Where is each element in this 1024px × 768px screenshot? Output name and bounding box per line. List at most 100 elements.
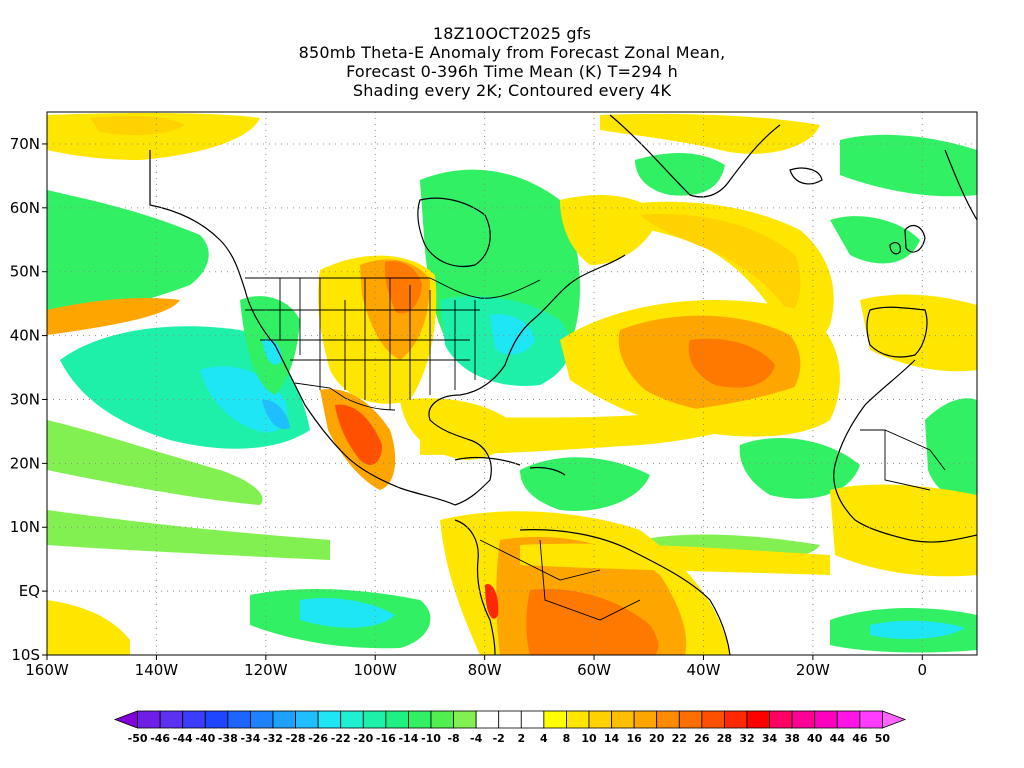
- colorbar-swatch: [385, 710, 409, 729]
- colorbar-swatch: [408, 710, 432, 729]
- colorbar-label: 2: [517, 732, 525, 745]
- us-state-lines: [245, 278, 480, 410]
- africa-borders: [860, 429, 946, 491]
- colorbar-swatch: [182, 710, 206, 729]
- colorbar-swatch: [859, 710, 883, 729]
- coast-british-isles: [889, 224, 926, 255]
- colorbar-swatch: [836, 710, 861, 729]
- title-line-4: Shading every 2K; Contoured every 4K: [352, 81, 672, 100]
- colorbar-label: -22: [331, 732, 351, 745]
- colorbar-label: 14: [604, 732, 620, 745]
- colorbar-label: 40: [807, 732, 823, 745]
- title-line-1: 18Z10OCT2025 gfs: [432, 24, 592, 43]
- coast-hispaniola: [529, 466, 566, 476]
- x-tick-label: 160W: [25, 661, 69, 679]
- colorbar-swatch: [250, 710, 274, 729]
- us-canada-border: [245, 277, 541, 299]
- colorbar-swatch: [113, 710, 138, 729]
- colorbar-swatch: [362, 710, 387, 729]
- x-tick-label: 80W: [468, 661, 502, 679]
- x-tick-label: 100W: [354, 661, 398, 679]
- shade-w-us-cyan: [262, 338, 282, 365]
- shade-caribbean-green: [520, 457, 650, 511]
- colorbar-swatch: [746, 710, 770, 729]
- colorbar-swatch: [430, 710, 454, 729]
- colorbar-label: 34: [762, 732, 778, 745]
- us-mexico-border: [294, 382, 396, 411]
- shade-natl-green: [840, 134, 977, 197]
- colorbar-label: -4: [470, 732, 483, 745]
- shade-tropical-belt-yellow: [520, 543, 830, 575]
- colorbar-swatch: [882, 710, 907, 729]
- colorbar-label: -20: [353, 732, 373, 745]
- x-tick-label: 140W: [135, 661, 179, 679]
- x-tick-label: 40W: [687, 661, 721, 679]
- shade-arctic-gold: [90, 116, 185, 136]
- y-tick-label: 30N: [10, 390, 40, 408]
- shade-ne-pac-gold: [47, 298, 180, 335]
- colorbar-label: -2: [493, 732, 505, 745]
- colorbar-label: -34: [240, 732, 260, 745]
- colorbar-label: 4: [540, 732, 548, 745]
- colorbar-swatch: [340, 710, 364, 729]
- coast-africa-west: [833, 359, 977, 543]
- colorbar-swatch: [204, 710, 229, 729]
- shade-natl-plume-gold: [640, 214, 801, 315]
- colorbar-label: -32: [263, 732, 283, 745]
- shade-ne-us-cyan: [490, 314, 535, 355]
- lat-lon-grid: [47, 112, 977, 655]
- shade-gulf-yellow: [400, 398, 511, 460]
- shade-mid-atl-dark-orange: [688, 338, 775, 388]
- colorbar-swatch: [520, 710, 545, 729]
- colorbar-swatch: [543, 710, 567, 729]
- colorbar-label: -44: [173, 732, 193, 745]
- colorbar-swatch: [272, 710, 296, 729]
- coast-north-america-west: [149, 150, 456, 506]
- colorbar-label: -28: [286, 732, 306, 745]
- coast-scandinavia: [944, 149, 977, 221]
- colorbar-label: 44: [830, 732, 846, 745]
- colorbar-label: 28: [717, 732, 732, 745]
- shade-w-africa-green: [739, 437, 860, 499]
- colorbar-label: -16: [376, 732, 396, 745]
- coast-iceland: [789, 167, 823, 185]
- shade-s-atl-cyan: [870, 620, 965, 640]
- shade-peru-red: [485, 584, 499, 619]
- chart-title: 18Z10OCT2025 gfs 850mb Theta-E Anomaly f…: [0, 24, 1024, 100]
- coastlines: [149, 114, 977, 655]
- colorbar-label: -26: [308, 732, 328, 745]
- shade-subtrop-atl-yellow: [420, 385, 805, 455]
- title-line-2: 850mb Theta-E Anomaly from Forecast Zona…: [298, 43, 726, 62]
- political-boundaries: [245, 277, 946, 621]
- colorbar-swatch: [611, 710, 635, 729]
- colorbar-swatch: [724, 710, 748, 729]
- colorbar-swatch: [475, 710, 500, 729]
- coast-greenland: [609, 114, 781, 198]
- samerica-borders: [479, 539, 641, 621]
- colorbar-swatch: [701, 710, 725, 729]
- coast-north-america-east: [428, 254, 626, 506]
- shade-ne-atl-green: [830, 216, 920, 264]
- x-tick-label: 60W: [577, 661, 611, 679]
- shade-mexico-red: [335, 404, 382, 465]
- colorbar-label: -14: [398, 732, 418, 745]
- shade-eq-pac-cyan: [300, 598, 395, 628]
- y-tick-label: 50N: [10, 263, 40, 281]
- colorbar-label: -38: [218, 732, 238, 745]
- colorbar-swatch: [453, 710, 477, 729]
- colorbar-swatch: [791, 710, 816, 729]
- y-tick-label: 10S: [11, 646, 40, 664]
- colorbar-swatch: [566, 710, 590, 729]
- colorbar-label: -8: [447, 732, 459, 745]
- colorbar-label: 32: [739, 732, 754, 745]
- y-tick-label: 40N: [10, 327, 40, 345]
- y-tick-label: EQ: [19, 582, 40, 600]
- shade-trop-pac-lime-2: [47, 510, 330, 560]
- colorbar-swatch: [588, 710, 612, 729]
- shade-sahara-green: [925, 398, 977, 501]
- colorbar-label: 38: [784, 732, 799, 745]
- shade-africa-yellow: [830, 484, 977, 577]
- colorbar-swatch: [137, 710, 161, 729]
- y-tick-label: 60N: [10, 199, 40, 217]
- title-line-3: Forecast 0-396h Time Mean (K) T=294 h: [346, 62, 678, 81]
